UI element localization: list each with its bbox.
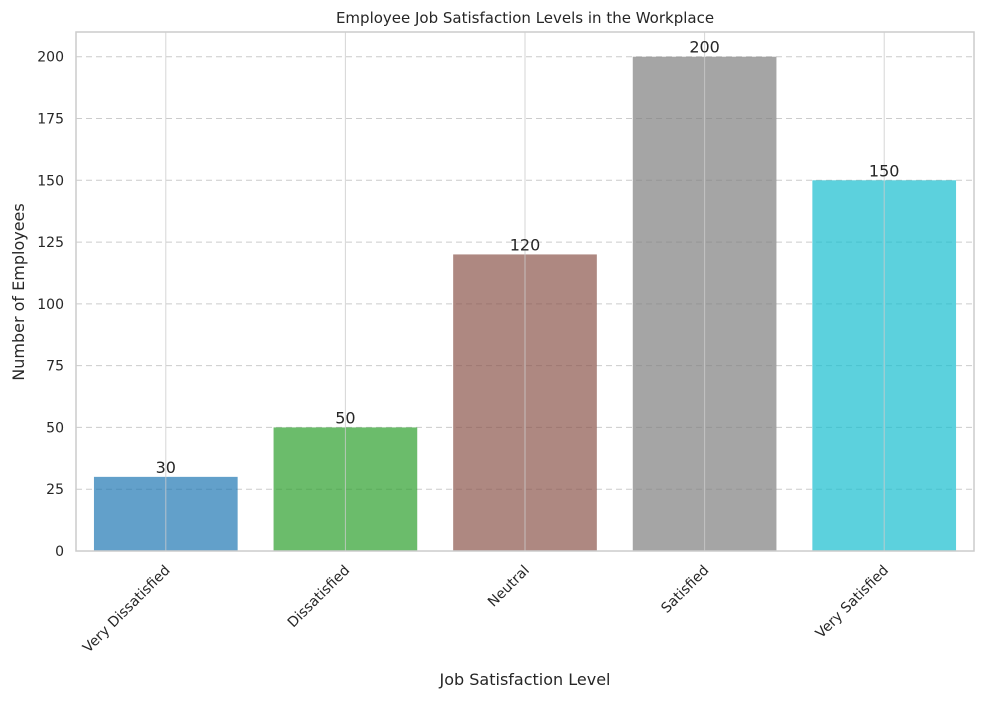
vertical-grid-lines xyxy=(165,32,885,551)
x-tick-label: Neutral xyxy=(485,563,533,611)
y-tick-label: 100 xyxy=(37,297,64,313)
bar-value-label: 200 xyxy=(689,38,720,57)
y-tick-label: 175 xyxy=(37,112,64,128)
y-tick-label: 75 xyxy=(46,359,64,375)
x-tick-label: Dissatisfied xyxy=(285,563,353,631)
chart-title: Employee Job Satisfaction Levels in the … xyxy=(336,9,714,27)
y-tick-label: 125 xyxy=(37,235,64,251)
x-tick-label: Very Dissatisfied xyxy=(80,563,174,657)
x-tick-label: Satisfied xyxy=(658,563,712,617)
y-axis-label: Number of Employees xyxy=(9,203,28,380)
bar-value-label: 30 xyxy=(156,458,176,477)
y-tick-label: 150 xyxy=(37,173,64,189)
y-axis-ticks: 0 25 50 75 100 125 150 175 200 xyxy=(37,50,64,560)
x-axis-ticks: Very Dissatisfied Dissatisfied Neutral Sati… xyxy=(80,563,892,657)
x-tick-label: Very Satisfied xyxy=(813,563,892,642)
bar-value-label: 150 xyxy=(869,161,900,180)
y-tick-label: 25 xyxy=(46,482,64,498)
plot-frame xyxy=(75,31,975,552)
bar-value-labels: 30 50 120 200 150 xyxy=(156,38,900,477)
y-tick-label: 200 xyxy=(37,50,64,66)
y-tick-label: 0 xyxy=(55,544,64,560)
x-axis-label: Job Satisfaction Level xyxy=(439,670,611,689)
bar-value-label: 120 xyxy=(510,235,541,254)
y-tick-label: 50 xyxy=(46,420,64,436)
bar-value-label: 50 xyxy=(335,408,355,427)
